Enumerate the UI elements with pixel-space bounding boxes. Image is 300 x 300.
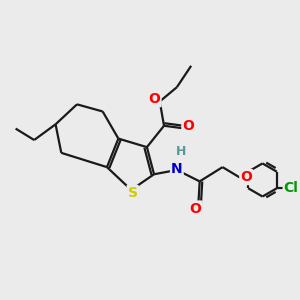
Text: N: N	[171, 162, 183, 176]
Text: Cl: Cl	[284, 181, 298, 195]
Text: O: O	[149, 92, 161, 106]
Text: O: O	[190, 202, 201, 215]
Text: O: O	[240, 170, 252, 184]
Text: H: H	[176, 145, 186, 158]
Text: O: O	[182, 119, 194, 133]
Text: S: S	[128, 186, 138, 200]
